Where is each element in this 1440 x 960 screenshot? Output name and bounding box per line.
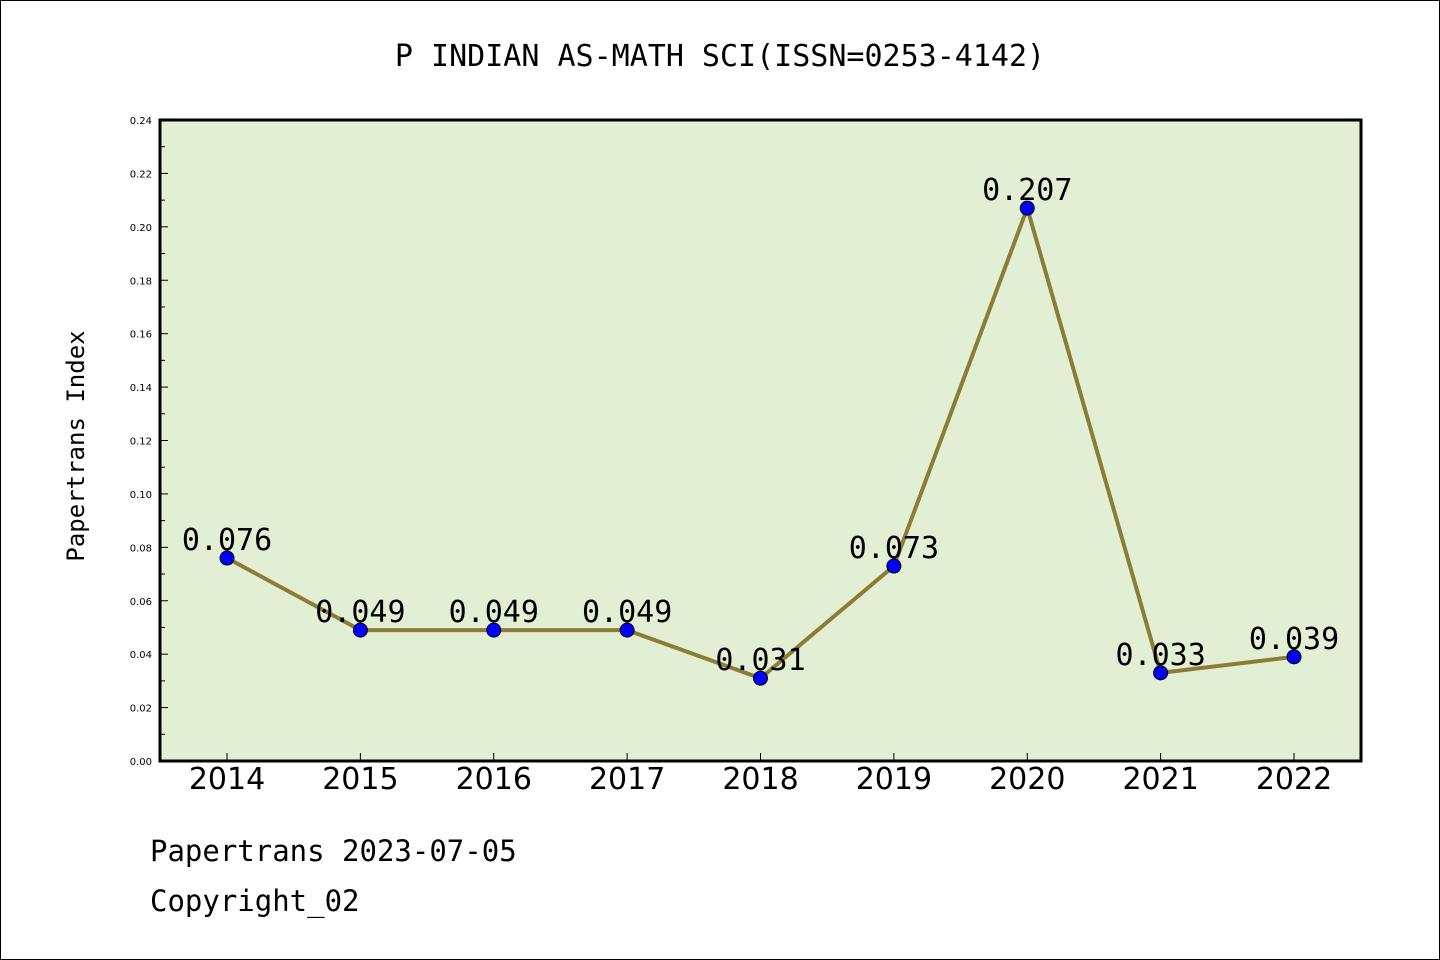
x-tick-label: 2014 bbox=[189, 762, 265, 797]
data-point-marker bbox=[219, 550, 235, 566]
chart-title: P INDIAN AS-MATH SCI(ISSN=0253-4142) bbox=[395, 39, 1045, 74]
data-point-marker bbox=[1019, 200, 1035, 216]
data-label: 0.207 bbox=[982, 173, 1072, 208]
data-label: 0.049 bbox=[582, 595, 672, 630]
plot-border bbox=[158, 118, 1363, 763]
x-tick-label: 2015 bbox=[322, 762, 398, 797]
plot-area bbox=[160, 120, 1361, 761]
x-tick-label: 2018 bbox=[722, 762, 798, 797]
data-point-marker bbox=[753, 670, 768, 686]
y-tick-label: 0.20 bbox=[130, 223, 152, 234]
footer-copyright: Copyright_02 bbox=[150, 884, 360, 918]
y-tick-label: 0.04 bbox=[130, 650, 152, 661]
data-point-marker bbox=[1286, 649, 1302, 665]
data-point-marker bbox=[619, 622, 635, 638]
data-label: 0.073 bbox=[849, 531, 939, 566]
x-tick-label: 2019 bbox=[856, 762, 932, 797]
y-tick-label: 0.02 bbox=[130, 704, 152, 715]
data-label: 0.039 bbox=[1249, 622, 1339, 657]
footer-date: Papertrans 2023-07-05 bbox=[150, 834, 517, 868]
data-point-marker bbox=[886, 558, 902, 574]
y-tick-label: 0.00 bbox=[130, 757, 152, 768]
y-tick-label: 0.08 bbox=[130, 543, 152, 554]
y-tick-label: 0.22 bbox=[130, 169, 152, 180]
data-point-marker bbox=[352, 622, 368, 638]
data-point-marker bbox=[1153, 665, 1169, 681]
x-tick-label: 2017 bbox=[589, 762, 665, 797]
data-point-marker bbox=[486, 622, 502, 638]
y-tick-label: 0.16 bbox=[130, 330, 152, 341]
y-axis-label: Papertrans Index bbox=[62, 330, 90, 561]
data-label: 0.049 bbox=[449, 595, 539, 630]
y-tick-label: 0.18 bbox=[130, 276, 152, 287]
data-label: 0.033 bbox=[1115, 638, 1205, 673]
data-label: 0.031 bbox=[715, 643, 805, 678]
y-tick-label: 0.06 bbox=[130, 597, 152, 608]
x-tick-label: 2020 bbox=[989, 762, 1065, 797]
x-tick-label: 2016 bbox=[456, 762, 532, 797]
y-tick-label: 0.10 bbox=[130, 490, 152, 501]
data-label: 0.049 bbox=[315, 595, 405, 630]
x-tick-label: 2022 bbox=[1256, 762, 1332, 797]
y-tick-label: 0.14 bbox=[130, 383, 152, 394]
y-tick-label: 0.24 bbox=[130, 116, 152, 127]
data-label: 0.076 bbox=[182, 523, 272, 558]
y-tick-label: 0.12 bbox=[130, 437, 152, 448]
x-tick-label: 2021 bbox=[1122, 762, 1198, 797]
